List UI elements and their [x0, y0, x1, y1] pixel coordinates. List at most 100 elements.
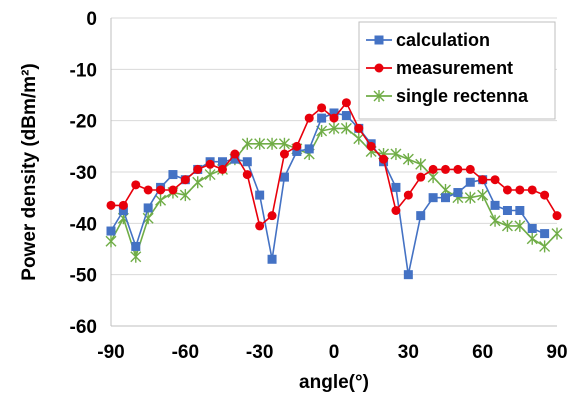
y-tick-label: 0	[86, 9, 97, 30]
data-point	[353, 132, 365, 145]
data-point	[477, 189, 489, 202]
data-point	[464, 191, 476, 204]
data-point	[354, 123, 364, 133]
data-point	[168, 185, 178, 195]
data-point	[340, 122, 352, 135]
y-tick-label: -30	[70, 163, 97, 184]
legend-item: measurement	[366, 58, 513, 78]
data-point	[391, 182, 401, 192]
legend: calculation measurement single rectenna	[358, 21, 556, 120]
data-point	[527, 223, 537, 233]
data-point	[341, 98, 351, 108]
x-tick-label: 30	[398, 342, 419, 363]
series-group	[105, 98, 563, 280]
data-point	[292, 141, 302, 151]
data-point	[155, 194, 167, 207]
data-point	[204, 168, 216, 181]
tick-labels: 0-10-20-30-40-50-60-90 -60 -30 0 30 60 90	[70, 9, 568, 363]
legend-marker	[374, 63, 384, 73]
data-point	[106, 226, 116, 236]
data-point	[403, 190, 413, 200]
y-tick-label: -10	[70, 60, 97, 81]
data-point	[465, 164, 475, 174]
data-point	[501, 219, 513, 232]
x-tick-label: -60	[172, 342, 199, 363]
data-point	[539, 240, 551, 253]
data-point	[478, 175, 488, 185]
data-point	[453, 188, 463, 198]
data-point	[551, 227, 563, 240]
data-point	[218, 157, 227, 167]
data-point	[490, 175, 500, 185]
data-point	[428, 164, 438, 174]
data-point	[267, 211, 277, 221]
data-point	[502, 185, 512, 195]
data-point	[402, 153, 414, 166]
data-point	[391, 206, 401, 215]
data-point	[266, 137, 278, 150]
legend-marker	[374, 35, 384, 45]
data-point	[328, 122, 340, 135]
legend-label: calculation	[396, 30, 490, 50]
x-tick-label: 0	[329, 342, 340, 363]
legend-box	[358, 21, 556, 120]
series-line	[110, 127, 558, 260]
data-point	[390, 148, 402, 161]
legend-marker	[373, 90, 385, 102]
data-point	[489, 214, 501, 227]
data-point	[540, 190, 550, 200]
x-axis-title: angle(°)	[299, 372, 369, 393]
data-point	[192, 176, 204, 189]
data-point	[502, 206, 512, 215]
legend-item: calculation	[366, 30, 490, 50]
data-point	[514, 219, 526, 232]
data-point	[527, 185, 537, 195]
data-point	[416, 211, 426, 221]
data-point	[317, 103, 327, 113]
data-point	[118, 200, 128, 210]
data-point	[242, 157, 252, 167]
data-point	[143, 185, 153, 195]
axes	[110, 18, 557, 327]
data-point	[242, 170, 252, 180]
y-tick-label: -50	[70, 266, 97, 287]
data-point	[180, 175, 190, 185]
series-measurement	[106, 98, 562, 231]
data-point	[453, 164, 463, 174]
data-point	[130, 250, 142, 263]
data-point	[540, 229, 550, 239]
data-point	[329, 108, 339, 118]
data-point	[267, 254, 277, 264]
data-point	[254, 137, 266, 150]
data-point	[118, 206, 128, 215]
data-point	[441, 193, 450, 203]
data-point	[193, 164, 203, 174]
data-point	[255, 190, 265, 200]
data-point	[131, 180, 141, 190]
data-point	[465, 177, 475, 187]
data-point	[279, 149, 289, 159]
data-point	[317, 113, 327, 123]
data-point	[490, 200, 500, 210]
data-point	[156, 185, 166, 195]
legend-label: measurement	[396, 58, 513, 78]
data-point	[168, 170, 178, 180]
data-point	[218, 164, 227, 174]
data-point	[304, 113, 314, 123]
data-point	[379, 154, 389, 164]
data-point	[515, 185, 525, 195]
data-point	[278, 137, 290, 150]
data-point	[329, 113, 339, 123]
data-point	[341, 111, 351, 121]
data-point	[428, 193, 438, 203]
data-point	[143, 203, 153, 213]
y-tick-label: -40	[70, 214, 97, 235]
data-point	[416, 172, 426, 182]
x-tick-label: -30	[246, 342, 273, 363]
data-point	[552, 211, 562, 221]
data-point	[304, 144, 314, 154]
data-point	[179, 189, 191, 202]
data-point	[441, 164, 450, 174]
data-point	[292, 146, 302, 156]
data-point	[415, 158, 427, 171]
